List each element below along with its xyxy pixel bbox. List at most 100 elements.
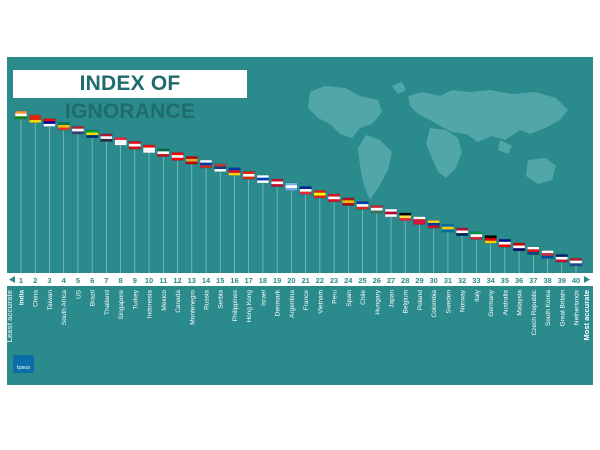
flag-great-britain (555, 254, 568, 263)
country-label: Singapore (118, 290, 125, 320)
rank-tick-label: 31 (444, 276, 452, 285)
rank-tick-label: 24 (344, 276, 353, 285)
country-label: Russia (204, 290, 211, 310)
country-label: Poland (417, 290, 424, 311)
flag-south-africa (57, 122, 70, 131)
world-map-graphic (308, 82, 568, 200)
country-label: Netherlands (574, 289, 581, 325)
country-label: Israel (260, 289, 267, 305)
flag-japan (384, 208, 398, 218)
rank-tick-label: 26 (373, 276, 381, 285)
rank-tick-label: 3 (47, 276, 51, 285)
rank-tick-label: 19 (273, 276, 281, 285)
flag-india (14, 110, 28, 120)
country-label: Indonesia (147, 290, 154, 319)
rank-tick-label: 33 (472, 276, 480, 285)
country-label: US (75, 289, 82, 299)
flag-mexico (157, 148, 170, 157)
rank-tick-label: 35 (501, 276, 509, 285)
flag-italy (470, 231, 483, 240)
flag-france (299, 186, 312, 195)
country-label: India (19, 290, 26, 306)
country-label: Turkey (132, 289, 139, 309)
country-label: Brazil (90, 289, 97, 306)
flag-russia (199, 159, 213, 169)
rank-tick-label: 38 (543, 276, 551, 285)
country-label: Taiwan (47, 290, 54, 311)
country-label: Spain (346, 290, 353, 307)
rank-tick-label: 27 (387, 276, 395, 285)
rank-tick-label: 34 (486, 276, 495, 285)
country-label: Sweden (445, 290, 452, 314)
flag-australia (498, 238, 512, 248)
rank-tick-label: 32 (458, 276, 466, 285)
flag-hong-kong (242, 171, 255, 180)
axis-left-arrow (9, 276, 15, 283)
rank-tick-label: 18 (259, 276, 267, 285)
rank-tick-label: 17 (245, 276, 253, 285)
flag-south-korea (541, 250, 554, 259)
rank-tick-label: 28 (401, 276, 409, 285)
flag-vietnam (313, 189, 327, 199)
country-label: Argentina (289, 290, 296, 318)
rank-tick-label: 29 (415, 276, 423, 285)
flag-montenegro (185, 156, 198, 165)
rank-tick-label: 15 (216, 276, 224, 285)
rank-axis-band (7, 273, 593, 286)
flag-norway (455, 227, 469, 237)
country-label: Colombia (431, 290, 438, 318)
rank-tick-label: 2 (33, 276, 37, 285)
country-label: Norway (460, 289, 467, 312)
country-label: Italy (474, 289, 481, 302)
rank-tick-label: 11 (159, 276, 167, 285)
country-label: Czech Republic (531, 289, 538, 335)
flag-netherlands (569, 257, 583, 267)
country-label: Denmark (275, 289, 282, 316)
rank-tick-label: 39 (558, 276, 566, 285)
flag-spain (342, 197, 355, 206)
flag-germany (484, 235, 497, 244)
flag-singapore (114, 137, 127, 146)
flag-hungary (370, 205, 383, 214)
country-label: Australia (502, 290, 509, 316)
country-labels: India China Taiwan South Africa US Brazil Thai… (19, 289, 581, 335)
flag-denmark (270, 178, 284, 188)
rank-tick-label: 20 (287, 276, 295, 285)
rank-tick-label: 36 (515, 276, 523, 285)
country-label: Japan (389, 290, 396, 308)
flag-belgium (399, 212, 412, 221)
title-box: INDEX OF IGNORANCE (13, 70, 247, 123)
rank-tick-label: 25 (358, 276, 366, 285)
country-label: France (303, 290, 310, 311)
flag-chile (356, 201, 369, 210)
flag-serbia (214, 163, 227, 172)
country-label: Mexico (161, 290, 168, 311)
flag-poland (413, 216, 426, 225)
country-label: Philippines (232, 289, 239, 321)
rank-tick-label: 4 (62, 276, 67, 285)
flag-philippines (228, 167, 241, 176)
ipsos-logo: Ipsos (13, 355, 34, 373)
page-title: INDEX OF IGNORANCE (64, 72, 196, 123)
flag-argentina (285, 182, 298, 191)
flag-thailand (100, 133, 113, 142)
rank-tick-label: 14 (202, 276, 211, 285)
flag-czech-republic (527, 246, 540, 255)
flags (14, 110, 583, 267)
flag-peru (327, 193, 341, 203)
rank-tick-label: 21 (301, 276, 309, 285)
country-label: Chile (360, 290, 367, 305)
flag-us (71, 125, 85, 135)
drop-lines (20, 119, 577, 273)
flag-taiwan (43, 118, 56, 127)
country-label: Montenegro (189, 290, 196, 325)
flag-turkey (128, 140, 142, 150)
country-label: Germany (488, 289, 495, 316)
rank-tick-label: 22 (316, 276, 324, 285)
country-label: Belgium (403, 290, 410, 313)
country-label: Hong Kong (246, 290, 253, 323)
country-label: Great Britain (559, 290, 566, 327)
rank-tick-label: 37 (529, 276, 537, 285)
